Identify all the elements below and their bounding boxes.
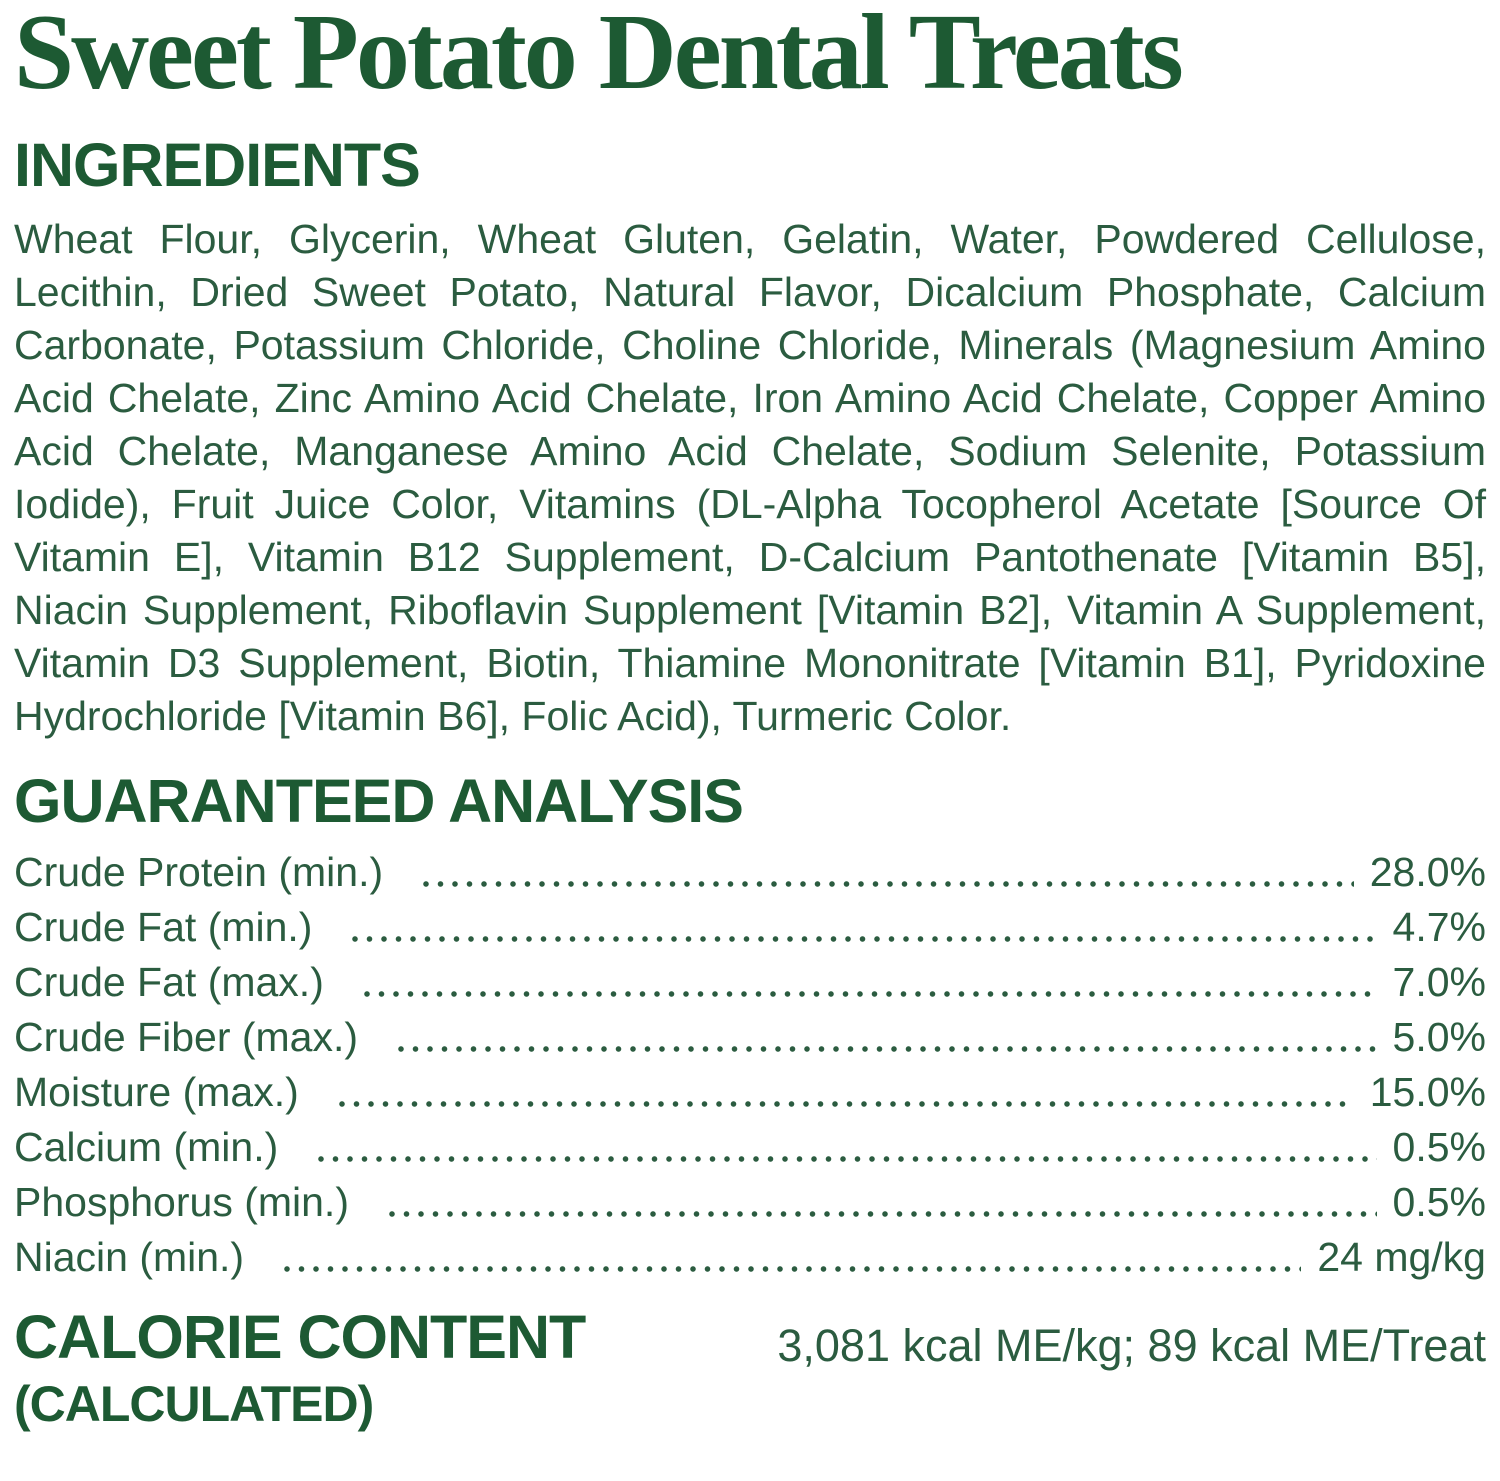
analysis-row-value: 15.0% bbox=[1369, 1068, 1486, 1115]
analysis-row-label: Crude Fiber (max.) bbox=[14, 1013, 359, 1060]
calorie-content-section: CALORIE CONTENT (CALCULATED) 3,081 kcal … bbox=[14, 1305, 1486, 1429]
calorie-content-heading: CALORIE CONTENT bbox=[14, 1302, 586, 1371]
ingredients-heading: INGREDIENTS bbox=[14, 130, 421, 199]
analysis-row-label: Niacin (min.) bbox=[14, 1233, 245, 1280]
calorie-content-heading-block: CALORIE CONTENT (CALCULATED) bbox=[14, 1302, 586, 1432]
guaranteed-analysis-table: Crude Protein (min.) 28.0% Crude Fat (mi… bbox=[14, 845, 1486, 1285]
analysis-row-value: 7.0% bbox=[1392, 958, 1486, 1005]
analysis-row-label: Calcium (min.) bbox=[14, 1123, 279, 1170]
dot-leader bbox=[388, 1210, 1377, 1217]
dot-leader bbox=[352, 935, 1377, 942]
analysis-row-label: Moisture (max.) bbox=[14, 1068, 299, 1115]
analysis-row-value: 28.0% bbox=[1369, 848, 1486, 895]
analysis-row: Crude Fat (min.) 4.7% bbox=[14, 900, 1486, 955]
dot-leader bbox=[318, 1155, 1377, 1162]
analysis-row-label: Crude Fat (max.) bbox=[14, 958, 324, 1005]
analysis-row: Calcium (min.) 0.5% bbox=[14, 1120, 1486, 1175]
analysis-row-value: 0.5% bbox=[1392, 1178, 1486, 1225]
dot-leader bbox=[423, 880, 1354, 887]
guaranteed-analysis-heading: GUARANTEED ANALYSIS bbox=[14, 766, 744, 835]
analysis-row-value: 4.7% bbox=[1392, 903, 1486, 950]
product-title: Sweet Potato Dental Treats bbox=[14, 0, 1184, 112]
dot-leader bbox=[363, 990, 1377, 997]
dot-leader bbox=[338, 1100, 1354, 1107]
ingredients-text: Wheat Flour, Glycerin, Wheat Gluten, Gel… bbox=[14, 215, 1486, 739]
analysis-row-label: Crude Protein (min.) bbox=[14, 848, 384, 895]
analysis-row-value: 0.5% bbox=[1392, 1123, 1486, 1170]
analysis-row: Moisture (max.) 15.0% bbox=[14, 1065, 1486, 1120]
calorie-content-value: 3,081 kcal ME/kg; 89 kcal ME/Treat bbox=[777, 1319, 1486, 1371]
analysis-row: Crude Protein (min.) 28.0% bbox=[14, 845, 1486, 900]
analysis-row: Niacin (min.) 24 mg/kg bbox=[14, 1230, 1486, 1285]
dot-leader bbox=[284, 1265, 1302, 1272]
analysis-row: Crude Fat (max.) 7.0% bbox=[14, 955, 1486, 1010]
analysis-row-value: 5.0% bbox=[1392, 1013, 1486, 1060]
analysis-row: Phosphorus (min.) 0.5% bbox=[14, 1175, 1486, 1230]
analysis-row-value: 24 mg/kg bbox=[1317, 1233, 1486, 1280]
analysis-row-label: Phosphorus (min.) bbox=[14, 1178, 349, 1225]
analysis-row: Crude Fiber (max.) 5.0% bbox=[14, 1010, 1486, 1065]
dot-leader bbox=[398, 1045, 1377, 1052]
analysis-row-label: Crude Fat (min.) bbox=[14, 903, 313, 950]
calorie-content-subheading: (CALCULATED) bbox=[14, 1375, 374, 1432]
